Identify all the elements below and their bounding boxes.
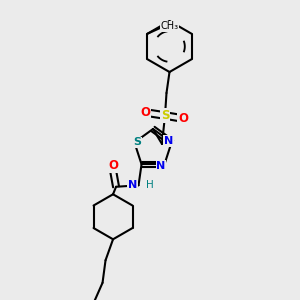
Text: S: S: [134, 137, 142, 148]
Text: CH₃: CH₃: [160, 21, 178, 31]
Text: O: O: [178, 112, 188, 125]
Text: S: S: [161, 109, 169, 122]
Text: N: N: [128, 180, 137, 190]
Text: H: H: [146, 180, 154, 190]
Text: O: O: [140, 106, 151, 119]
Text: N: N: [164, 136, 173, 146]
Text: N: N: [156, 161, 166, 171]
Text: O: O: [108, 159, 118, 172]
